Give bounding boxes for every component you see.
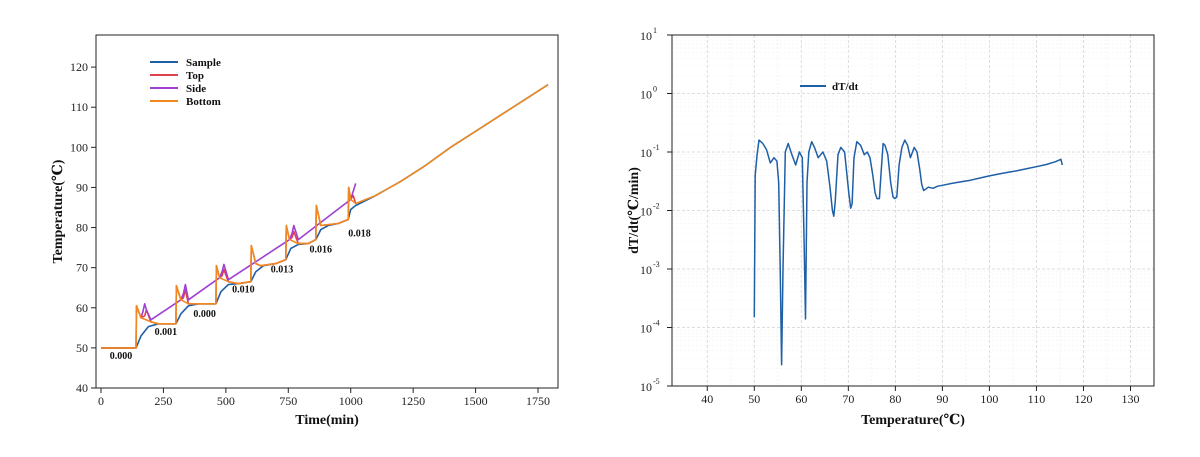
series-line-bottom: [101, 84, 549, 349]
y-tick-label-exponent: -3: [653, 260, 660, 269]
step-annotation: 0.018: [348, 229, 371, 240]
x-tick-label: 40: [701, 392, 713, 406]
y-tick-label-base: 10: [640, 380, 652, 394]
x-axis-label: Temperature(℃): [861, 413, 965, 428]
x-tick-label: 90: [936, 392, 948, 406]
x-tick-label: 1750: [526, 394, 550, 408]
x-tick-label: 50: [748, 392, 760, 406]
y-tick-label-base: 10: [640, 205, 652, 219]
x-tick-label: 1500: [464, 394, 488, 408]
y-tick-label: 80: [76, 221, 88, 235]
y-tick-label-base: 10: [640, 263, 652, 277]
y-tick-label: 90: [76, 180, 88, 194]
legend-label: Side: [186, 83, 206, 95]
y-tick-label-exponent: -2: [653, 202, 660, 211]
x-tick-label: 250: [154, 394, 172, 408]
y-tick-label-exponent: -4: [653, 319, 660, 328]
x-tick-label: 1250: [401, 394, 425, 408]
rate-temperature-chart: 40 50 60 70 80 90 100 110 120 13010-510-410-310-2…: [627, 26, 1155, 428]
legend-label: Bottom: [186, 96, 221, 108]
step-annotation: 0.016: [310, 245, 333, 256]
y-tick-label-exponent: 1: [653, 26, 657, 35]
y-axis-label: Temperature(℃): [51, 159, 66, 263]
legend-label: Top: [186, 70, 204, 82]
y-tick-label-base: 10: [640, 88, 652, 102]
step-annotation: 0.000: [193, 309, 216, 320]
x-tick-label: 1000: [339, 394, 363, 408]
x-axis-label: Time(min): [295, 413, 359, 428]
x-tick-label: 100: [980, 392, 998, 406]
temperature-time-chart: 0 250 500 750 1000 1250 1500 1750 40 50 60 70 80 90 10…: [51, 34, 559, 428]
step-annotation: 0.010: [232, 285, 255, 296]
x-tick-label: 70: [842, 392, 854, 406]
y-tick-label-exponent: -5: [653, 377, 660, 386]
x-tick-label: 110: [1028, 392, 1046, 406]
x-tick-label: 0: [98, 394, 104, 408]
y-axis-label: dT/dt(℃/min): [627, 167, 642, 254]
x-tick-label: 750: [279, 394, 297, 408]
step-annotation: 0.000: [110, 351, 133, 362]
y-tick-label: 40: [76, 381, 88, 395]
legend-label: Sample: [186, 57, 221, 69]
y-tick-label-exponent: -1: [653, 143, 660, 152]
x-tick-label: 500: [217, 394, 235, 408]
y-tick-label-base: 10: [640, 29, 652, 43]
y-tick-label: 120: [70, 60, 88, 74]
y-tick-label-exponent: 0: [653, 85, 657, 94]
y-tick-label: 60: [76, 301, 88, 315]
x-tick-label: 60: [795, 392, 807, 406]
y-tick-label: 70: [76, 261, 88, 275]
step-annotation: 0.013: [271, 265, 294, 276]
series-line-side: [140, 183, 357, 321]
plot-frame: [95, 34, 559, 389]
x-tick-label: 80: [889, 392, 901, 406]
y-tick-label: 50: [76, 341, 88, 355]
series-line-dtdt: [753, 139, 1064, 366]
step-annotation: 0.001: [155, 327, 178, 338]
y-tick-label-base: 10: [640, 322, 652, 336]
legend-label: dT/dt: [832, 81, 859, 93]
y-tick-label: 110: [70, 100, 88, 114]
y-tick-label: 100: [70, 140, 88, 154]
y-tick-label-base: 10: [640, 146, 652, 160]
x-tick-label: 120: [1074, 392, 1092, 406]
x-tick-label: 130: [1121, 392, 1139, 406]
